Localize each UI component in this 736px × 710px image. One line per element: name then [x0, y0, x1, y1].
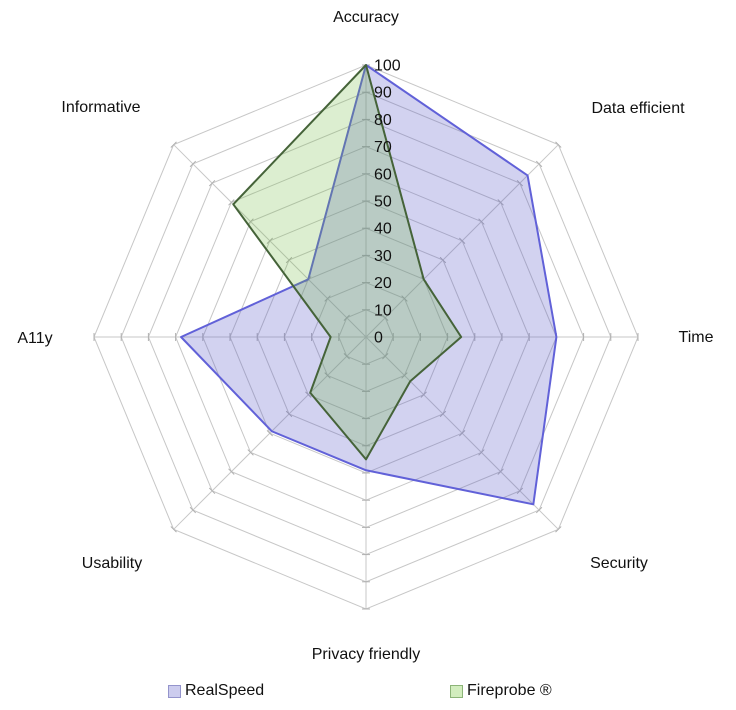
ring-tick-mark	[285, 256, 293, 264]
legend-swatch-fireprobe	[450, 684, 463, 698]
axis-label-security: Security	[590, 555, 648, 572]
ring-tick-mark	[555, 141, 562, 148]
ring-tick-mark	[420, 391, 427, 398]
axis-label-a11y: A11y	[17, 330, 53, 347]
radial-tick-label: 30	[374, 248, 392, 265]
ring-tick-mark	[382, 353, 389, 360]
ring-tick-mark	[458, 237, 466, 245]
radial-tick-label: 80	[374, 112, 392, 129]
legend-label-fireprobe: Fireprobe ®	[467, 682, 552, 699]
ring-tick-mark	[208, 487, 216, 495]
ring-tick-mark	[497, 468, 504, 475]
radial-tick-label: 60	[374, 166, 392, 183]
ring-tick-mark	[382, 314, 389, 321]
radial-tick-label: 90	[374, 85, 392, 102]
ring-tick-mark	[324, 372, 331, 379]
radial-tick-label: 50	[374, 194, 392, 211]
radial-tick-label: 70	[374, 139, 392, 156]
ring-tick-mark	[401, 372, 408, 379]
radial-tick-label: 10	[374, 302, 392, 319]
ring-tick-mark	[343, 353, 350, 360]
ring-tick-mark	[170, 141, 177, 148]
ring-tick-mark	[478, 449, 485, 456]
ring-tick-mark	[305, 391, 312, 398]
ring-tick-mark	[285, 410, 293, 418]
axis-label-usability: Usability	[81, 555, 143, 572]
series-polygon-fireprobe	[232, 64, 463, 461]
ring-tick-mark	[535, 160, 543, 168]
ring-tick-mark	[324, 295, 331, 302]
radial-tick-label: 40	[374, 221, 392, 238]
ring-tick-mark	[266, 237, 274, 245]
ring-tick-mark	[458, 429, 466, 437]
ring-tick-mark	[555, 526, 562, 533]
radial-tick-label: 20	[374, 275, 392, 292]
ring-tick-mark	[247, 449, 254, 456]
ring-tick-mark	[478, 218, 485, 225]
legend-item-fireprobe[interactable]: Fireprobe ®	[450, 682, 552, 700]
ring-tick-mark	[343, 314, 350, 321]
ring-tick-mark	[516, 487, 524, 495]
legend-label-realspeed: RealSpeed	[185, 682, 265, 699]
ring-tick-mark	[228, 468, 235, 475]
ring-tick-mark	[439, 256, 447, 264]
axis-label-accuracy: Accuracy	[333, 9, 399, 26]
ring-tick-mark	[516, 179, 524, 187]
legend-item-realspeed[interactable]: RealSpeed	[168, 682, 264, 700]
ring-tick-mark	[189, 506, 197, 514]
ring-tick-mark	[401, 295, 408, 302]
ring-tick-mark	[266, 429, 274, 437]
axis-label-privacy-friendly: Privacy friendly	[311, 646, 421, 663]
ring-tick-mark	[247, 218, 254, 225]
axis-label-time: Time	[678, 329, 714, 346]
axis-label-data-efficient: Data efficient	[591, 100, 685, 117]
radial-tick-label: 0	[374, 330, 383, 347]
ring-tick-mark	[497, 199, 504, 206]
ring-tick-mark	[170, 526, 177, 533]
ring-tick-mark	[228, 199, 235, 206]
ring-tick-mark	[535, 506, 543, 514]
axis-label-informative: Informative	[61, 99, 141, 116]
radial-tick-label: 100	[374, 58, 401, 75]
series-polygon-realspeed	[180, 64, 558, 506]
ring-tick-mark	[189, 160, 197, 168]
ring-tick-mark	[208, 179, 216, 187]
ring-tick-mark	[439, 410, 447, 418]
legend-swatch-realspeed	[168, 684, 181, 698]
